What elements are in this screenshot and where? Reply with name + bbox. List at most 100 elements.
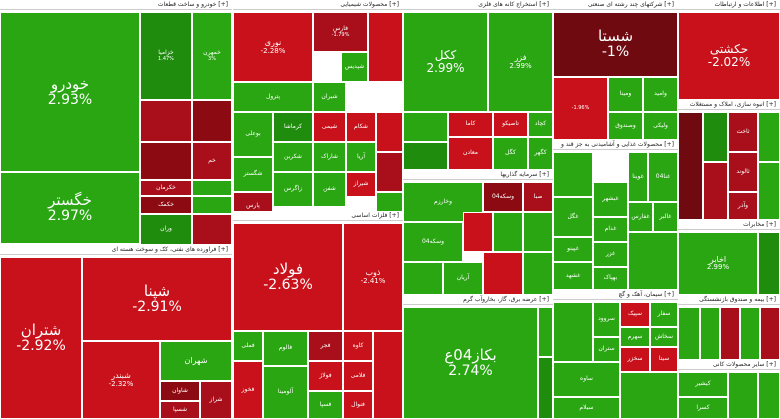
stock-tile[interactable]: کاوه	[343, 331, 373, 361]
stock-tile[interactable]	[140, 142, 192, 180]
stock-tile[interactable]: آریا	[346, 142, 376, 172]
stock-tile[interactable]	[376, 112, 403, 152]
stock-tile[interactable]: ستران	[593, 337, 620, 362]
sector-title[interactable]: سایر محصولات کانی [+]	[678, 360, 780, 370]
sector-title[interactable]: سرمایه گذاریها [+]	[403, 170, 553, 180]
stock-tile[interactable]	[553, 302, 593, 362]
stock-tile[interactable]: فارس -1.79%	[313, 12, 368, 52]
stock-tile[interactable]: شاراک	[313, 142, 346, 172]
stock-tile[interactable]: پترول	[233, 82, 313, 112]
sector-title[interactable]: محصولات شیمیایی [+]	[233, 0, 403, 10]
stock-tile[interactable]: ساوه	[553, 362, 620, 397]
stock-tile[interactable]: شسپا	[160, 401, 200, 419]
stock-tile[interactable]: سیتا	[650, 347, 678, 372]
stock-tile[interactable]	[523, 212, 553, 252]
stock-tile[interactable]: سخزر	[620, 347, 650, 372]
sector-title[interactable]: استخراج کانه های فلزی [+]	[403, 0, 553, 10]
stock-tile[interactable]: فخوز	[233, 361, 263, 419]
stock-tile[interactable]	[373, 331, 403, 419]
stock-tile[interactable]: ذوب -2.41%	[343, 223, 403, 331]
stock-tile[interactable]	[720, 307, 740, 360]
stock-tile[interactable]: سفار	[650, 302, 678, 327]
stock-tile[interactable]: شبندر -2.32%	[82, 341, 160, 419]
stock-tile[interactable]: کگهر	[528, 137, 553, 170]
stock-tile[interactable]	[758, 232, 780, 295]
sector-title[interactable]: خودرو و ساخت قطعات [+]	[0, 0, 232, 10]
stock-tile[interactable]: کگل	[493, 137, 528, 170]
stock-tile[interactable]	[403, 262, 443, 295]
stock-tile[interactable]: خزامیا 1.47%	[140, 12, 192, 100]
stock-tile[interactable]: ککل 2.99%	[403, 12, 488, 112]
stock-tile[interactable]: غگل	[553, 197, 593, 237]
stock-tile[interactable]: خکمک	[140, 196, 192, 214]
stock-tile[interactable]: شکربن	[273, 142, 313, 172]
stock-tile[interactable]: خمهرن 3%	[192, 12, 232, 100]
stock-tile[interactable]: شگستر	[233, 157, 273, 192]
stock-tile[interactable]	[523, 252, 553, 295]
stock-tile[interactable]: وامید	[643, 77, 678, 112]
sector-title[interactable]: انبوه سازی، املاک و مستغلات [+]	[678, 100, 780, 110]
stock-tile[interactable]	[700, 307, 720, 360]
stock-tile[interactable]: خودرو 2.93%	[0, 12, 140, 172]
stock-tile[interactable]	[538, 307, 553, 357]
stock-tile[interactable]: تاصیکو	[493, 112, 528, 137]
sector-title[interactable]: فلزات اساسی [+]	[233, 211, 403, 221]
stock-tile[interactable]	[483, 252, 523, 295]
stock-tile[interactable]: غبشهر	[593, 182, 628, 217]
stock-tile[interactable]	[758, 372, 780, 419]
sector-title[interactable]: مخابرات [+]	[678, 220, 780, 230]
stock-tile[interactable]: فزر 2.99%	[488, 12, 553, 112]
stock-tile[interactable]: بهپاک	[593, 267, 628, 290]
stock-tile[interactable]: فجر	[308, 331, 343, 361]
stock-tile[interactable]: کچاد	[528, 112, 553, 137]
stock-tile[interactable]: فلامی	[343, 361, 373, 391]
stock-tile[interactable]: وسکه04	[403, 222, 463, 262]
stock-tile[interactable]: غوینا	[628, 152, 648, 202]
stock-tile[interactable]: شراز	[200, 381, 232, 419]
stock-tile[interactable]: فالوم	[263, 331, 308, 366]
sector-title[interactable]: اطلاعات و ارتباطات [+]	[678, 0, 780, 10]
stock-tile[interactable]: شیران	[313, 82, 346, 112]
stock-tile[interactable]	[368, 12, 403, 82]
stock-tile[interactable]: کرماشا	[273, 112, 313, 142]
stock-tile[interactable]: شستا -1%	[553, 12, 678, 77]
stock-tile[interactable]	[140, 100, 192, 142]
stock-tile[interactable]	[553, 152, 593, 197]
stock-tile[interactable]	[403, 112, 448, 142]
stock-tile[interactable]: اخابر 2.99%	[678, 232, 758, 295]
stock-tile[interactable]: ومینا	[608, 77, 643, 112]
stock-tile[interactable]	[678, 307, 700, 360]
stock-tile[interactable]: غشهد	[553, 262, 593, 290]
stock-tile[interactable]: نوری -2.28%	[233, 12, 313, 82]
stock-tile[interactable]	[192, 100, 232, 142]
stock-tile[interactable]: خم	[192, 142, 232, 180]
stock-tile[interactable]: بوعلی	[233, 112, 273, 157]
stock-tile[interactable]: سپیک	[620, 302, 650, 327]
stock-tile[interactable]: شیمی	[313, 112, 346, 142]
stock-tile[interactable]	[628, 232, 678, 290]
stock-tile[interactable]: ولیکی	[643, 112, 678, 140]
stock-tile[interactable]: غزر	[593, 242, 628, 267]
stock-tile[interactable]: سروود	[593, 302, 620, 337]
stock-tile[interactable]: شتران -2.92%	[0, 257, 82, 419]
stock-tile[interactable]: صبا	[523, 182, 553, 212]
stock-tile[interactable]	[192, 214, 232, 245]
stock-tile[interactable]	[493, 212, 523, 252]
sector-title[interactable]: سیمان، آهک و گچ [+]	[553, 290, 678, 300]
stock-tile[interactable]: خگستر 2.97%	[0, 172, 140, 244]
stock-tile[interactable]	[538, 357, 553, 419]
stock-tile[interactable]	[703, 112, 728, 162]
stock-tile[interactable]: آلومینا	[263, 366, 308, 419]
stock-tile[interactable]: شپنا -2.91%	[82, 257, 232, 341]
stock-tile[interactable]: بکاز04ع 2.74%	[403, 307, 538, 419]
stock-tile[interactable]: وسکه04	[483, 182, 523, 212]
stock-tile[interactable]: فنوال	[343, 391, 373, 419]
stock-tile[interactable]: غپینو	[553, 237, 593, 262]
stock-tile[interactable]: ثاخت	[728, 112, 758, 152]
stock-tile[interactable]: فسپا	[308, 391, 343, 419]
stock-tile[interactable]: وآذر	[728, 192, 758, 220]
stock-tile[interactable]: ثالوند	[728, 152, 758, 192]
stock-tile[interactable]	[403, 142, 448, 170]
sector-title[interactable]: عرضه برق، گاز، بخاروآب گرم [+]	[403, 295, 553, 305]
stock-tile[interactable]: شیراز	[346, 172, 376, 197]
